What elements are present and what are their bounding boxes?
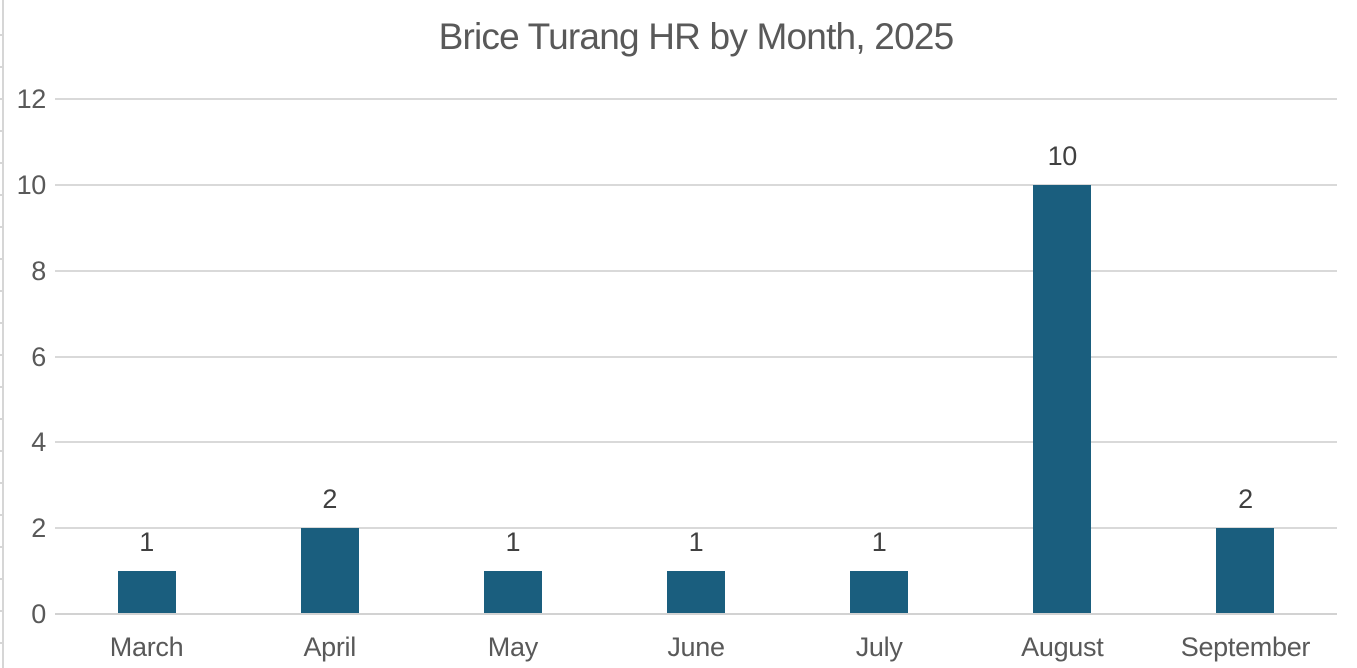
worksheet-row-tick	[0, 450, 2, 452]
data-label: 1	[505, 527, 521, 558]
x-tick-label: July	[855, 632, 903, 662]
worksheet-row-tick	[0, 290, 2, 292]
bar-june	[667, 571, 725, 613]
worksheet-row-tick	[0, 514, 2, 516]
x-tick-label: August	[1021, 632, 1104, 662]
y-tick-label: 2	[31, 513, 46, 544]
y-tick-label: 0	[31, 599, 46, 629]
worksheet-row-tick	[0, 194, 2, 196]
data-label: 2	[322, 484, 338, 515]
worksheet-edge-line	[2, 0, 4, 668]
worksheet-row-tick	[0, 162, 2, 164]
x-tick-label: June	[667, 632, 725, 662]
gridline	[55, 183, 1337, 186]
bar-september	[1216, 528, 1275, 613]
bar-march	[117, 571, 176, 613]
worksheet-row-tick	[0, 642, 2, 644]
x-axis-line	[55, 613, 1337, 615]
bar-july	[850, 571, 909, 613]
y-tick-label: 10	[16, 169, 47, 200]
gridline	[55, 441, 1337, 444]
y-tick-label: 6	[31, 341, 46, 372]
worksheet-row-tick	[0, 98, 2, 100]
data-label: 1	[871, 527, 887, 558]
gridline	[55, 98, 1337, 100]
bar-april	[300, 528, 359, 613]
worksheet-row-tick	[0, 258, 2, 260]
gridline	[55, 527, 1337, 530]
worksheet-row-tick	[0, 418, 2, 420]
worksheet-row-tick	[0, 482, 2, 484]
x-tick-label: March	[109, 632, 184, 662]
bar-august	[1033, 184, 1092, 613]
data-label: 1	[139, 527, 154, 558]
worksheet-row-tick	[0, 610, 2, 612]
y-tick-label: 12	[16, 84, 47, 114]
worksheet-row-tick	[0, 546, 2, 548]
worksheet-row-tick	[0, 130, 2, 132]
worksheet-row-tick	[0, 66, 2, 68]
worksheet-row-tick	[0, 34, 2, 36]
gridline	[55, 269, 1337, 272]
data-label: 1	[688, 527, 704, 558]
worksheet-row-tick	[0, 386, 2, 388]
worksheet-row-tick	[0, 578, 2, 580]
x-tick-label: September	[1180, 632, 1311, 662]
bar-may	[483, 571, 542, 613]
chart-title: Brice Turang HR by Month, 2025	[438, 16, 955, 57]
data-label: 2	[1238, 484, 1253, 515]
x-tick-label: April	[303, 632, 356, 662]
y-tick-label: 8	[31, 255, 46, 286]
gridline	[55, 355, 1337, 358]
worksheet-row-tick	[0, 226, 2, 228]
y-tick-label: 4	[31, 427, 46, 458]
x-tick-label: May	[487, 632, 538, 662]
worksheet-row-tick	[0, 354, 2, 356]
worksheet-row-tick	[0, 322, 2, 324]
data-label: 10	[1047, 140, 1078, 171]
